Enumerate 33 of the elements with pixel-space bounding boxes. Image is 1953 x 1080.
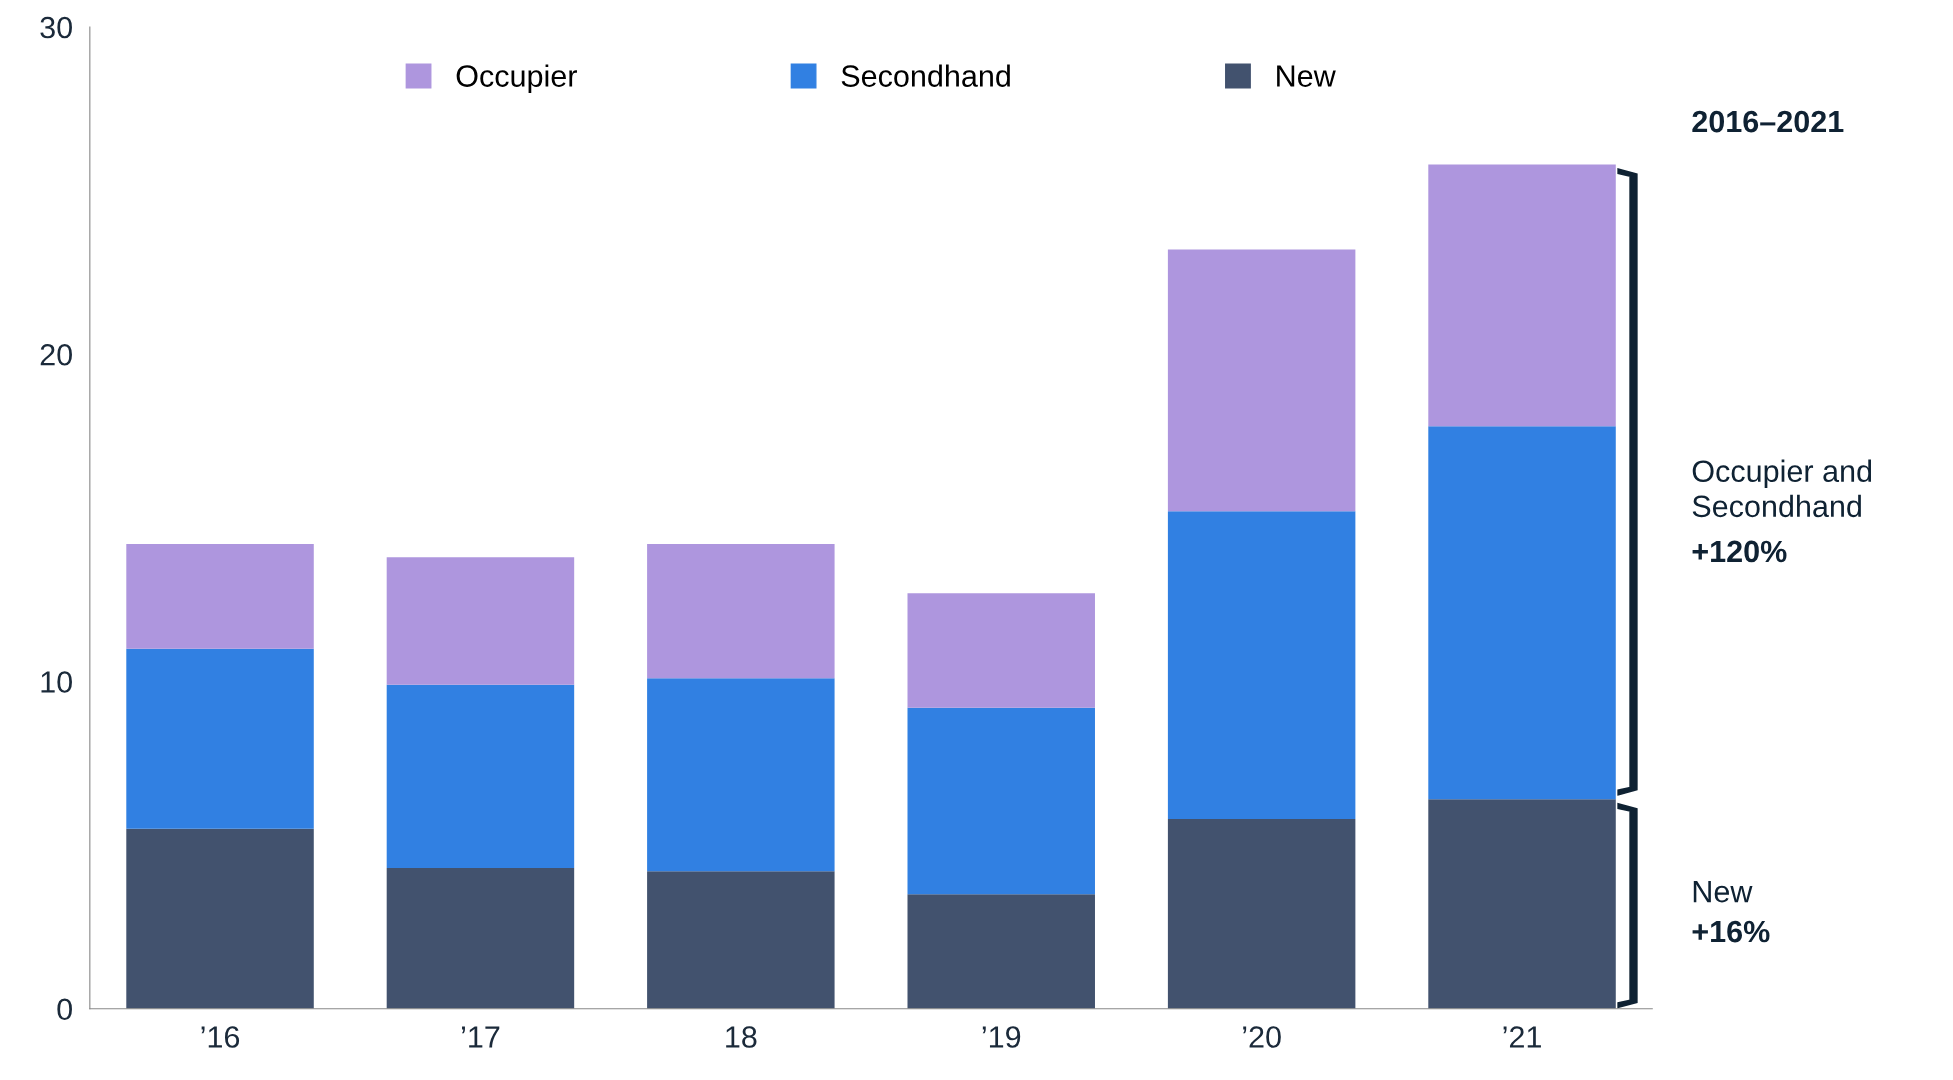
bar [126,828,314,1009]
bar [907,894,1095,1009]
text: +16% [1692,920,1770,943]
bar [907,593,1095,708]
x-tick-label: ’20 [1243,1026,1281,1048]
x-tick-label: ’16 [201,1026,240,1048]
bar [647,544,835,679]
bar [1167,249,1356,512]
bar [647,678,835,872]
text: New [1693,881,1753,903]
x-tick-label: 18 [726,1026,757,1048]
y-tick-label: 10 [41,671,72,693]
bar [126,648,314,829]
x-tick-label: ’21 [1503,1026,1541,1048]
bar [126,544,314,649]
bar [1167,818,1356,1009]
legend-label: Occupier [456,64,577,93]
bar [907,707,1095,895]
bar [1167,511,1356,819]
y-tick-label: 30 [40,16,72,39]
bar [386,868,575,1009]
legend-label: Secondhand [841,64,1010,87]
bar [647,871,835,1009]
y-tick-label: 20 [40,343,72,366]
x-tick-label: ’19 [982,1026,1021,1048]
x-tick-label: ’17 [461,1026,500,1048]
text: +120% [1692,540,1787,563]
text: 2016–2021 [1692,110,1844,133]
legend-label: New [1277,65,1336,87]
text: Occupier and Secondhand [1692,459,1872,518]
y-tick-label: 0 [57,998,72,1021]
bar [386,684,575,869]
bar [386,557,575,685]
